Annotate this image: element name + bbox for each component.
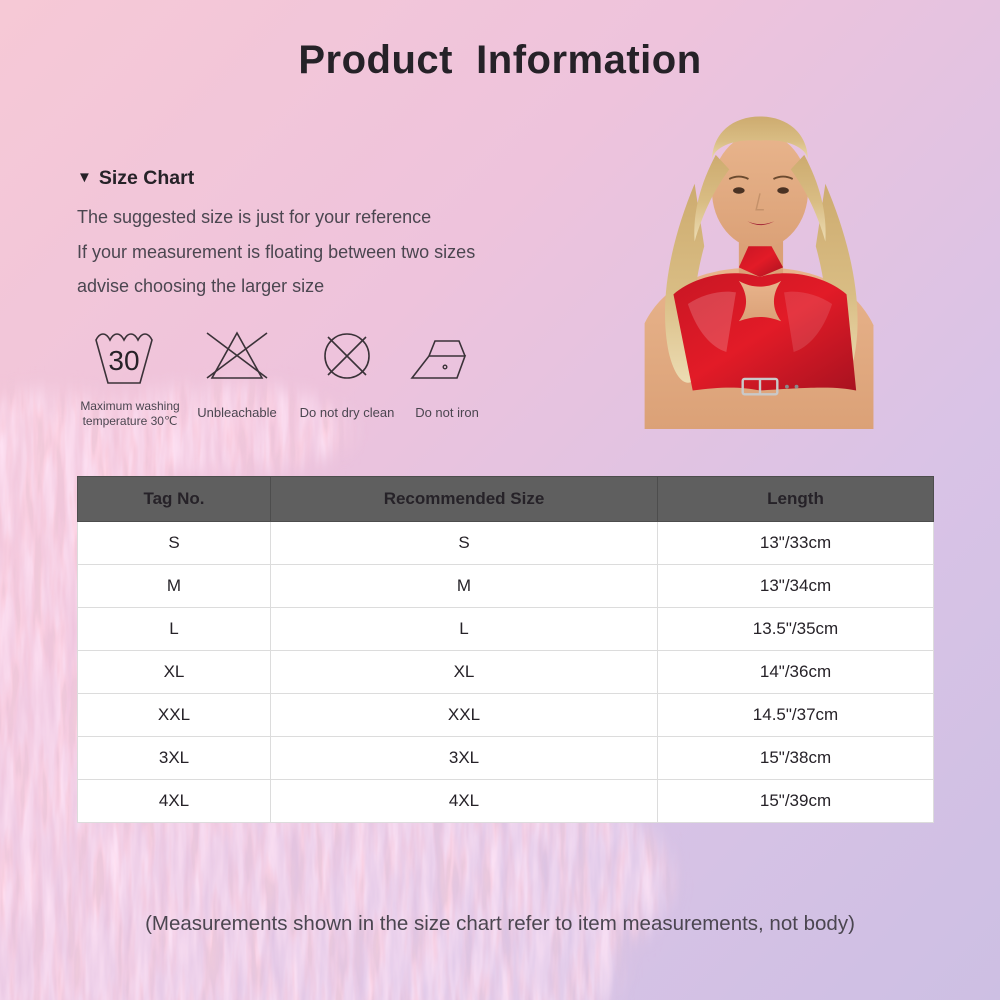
svg-text:30: 30 — [108, 345, 139, 376]
